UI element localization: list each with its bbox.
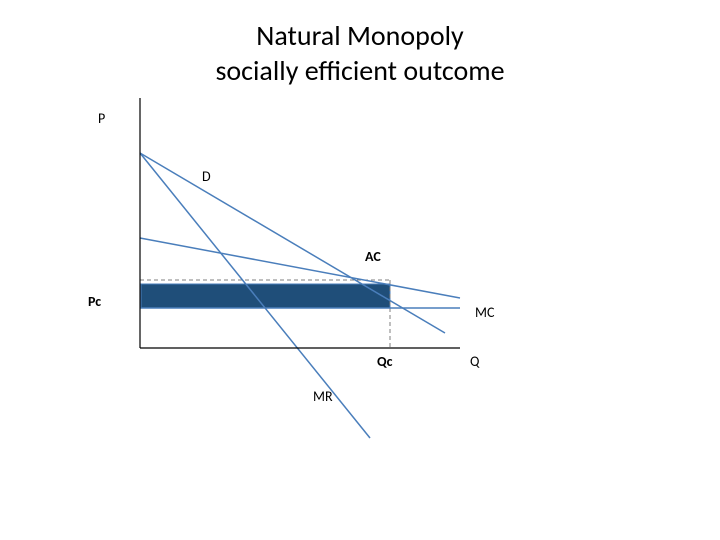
title-line2: socially efficient outcome	[0, 53, 720, 88]
diagram-svg	[0, 88, 720, 508]
label-P: P	[98, 110, 105, 127]
diagram: P D AC Pc MC Qc Q MR	[0, 88, 720, 508]
label-AC: AC	[365, 248, 381, 265]
label-Qc: Qc	[377, 353, 392, 370]
label-D: D	[202, 168, 211, 185]
label-MR: MR	[313, 388, 333, 405]
label-Q: Q	[470, 353, 479, 370]
title-line1: Natural Monopoly	[0, 18, 720, 53]
chart-title: Natural Monopoly socially efficient outc…	[0, 0, 720, 88]
label-Pc: Pc	[88, 293, 101, 310]
label-MC: MC	[475, 304, 494, 321]
